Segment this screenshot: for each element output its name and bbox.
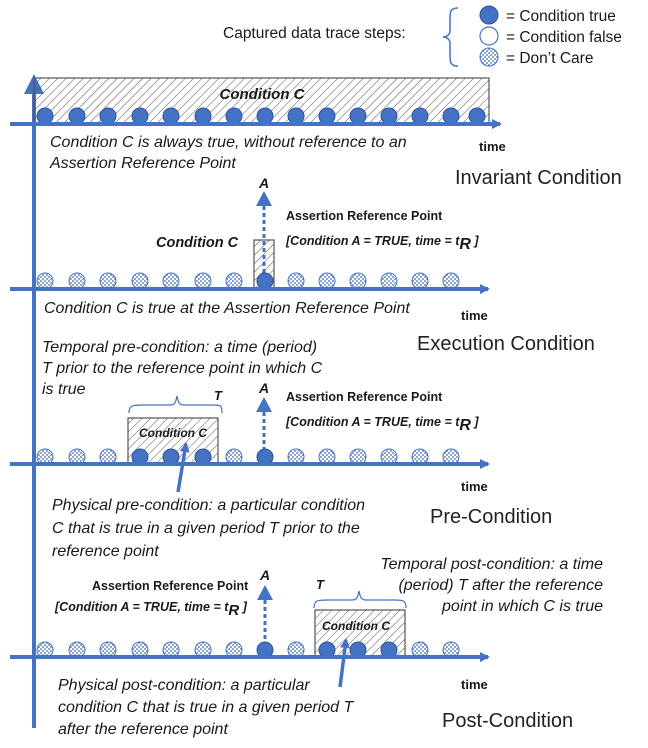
invariant-description-line2: Assertion Reference Point [49,155,236,172]
post-signal-arrowhead [257,585,273,600]
legend-title: Captured data trace steps: [223,25,406,42]
pre-period-brace-icon [128,395,223,414]
legend-item-true: = Condition true [506,8,616,25]
execution-signal-label: A [258,175,269,191]
dont-care-dot [131,272,149,290]
pre-signal-arrowhead [256,397,272,412]
dont-care-dot [442,272,460,290]
condition-true-dot [256,107,274,125]
legend: Captured data trace steps: = Condition t… [223,5,622,67]
condition-true-dot [468,107,486,125]
pre-physical-line2: C that is true in a given period T prior… [52,520,360,537]
condition-true-dot [380,107,398,125]
condition-true-dot [349,107,367,125]
post-arp-detail: [Condition A = TRUE, time = tR ] [54,600,248,619]
post-temporal-line2: (period) T after the reference [398,577,603,594]
pre-section: Temporal pre-condition: a time (period) … [10,339,552,560]
invariant-time-label: time [479,139,506,154]
invariant-description-line1: Condition C is always true, without refe… [50,134,407,151]
post-box-label: Condition C [322,619,390,633]
condition-true-dot [256,272,274,290]
pre-pointer-arrow [176,442,190,493]
pre-arp-title: Assertion Reference Point [286,390,443,404]
condition-true-dot [411,107,429,125]
condition-true-dot [131,107,149,125]
dont-care-dot [287,272,305,290]
dont-care-dot [225,272,243,290]
legend-brace-icon [442,7,459,67]
pre-time-label: time [461,479,488,494]
condition-true-dot [194,107,212,125]
post-period-brace-icon [313,590,407,609]
pre-signal-label: A [258,380,269,396]
execution-time-label: time [461,308,488,323]
pre-temporal-line1: Temporal pre-condition: a time (period) [42,339,317,356]
pre-period-label: T [214,388,223,403]
execution-signal-arrowhead [256,191,272,206]
dont-care-dot [36,272,54,290]
dont-care-dot [194,272,212,290]
pre-heading: Pre-Condition [430,506,552,528]
dont-care-dot [162,272,180,290]
execution-trace-dots [36,272,460,290]
post-physical-line3: after the reference point [58,721,228,738]
post-temporal-line3: point in which C is true [441,598,603,615]
post-arp-title: Assertion Reference Point [92,579,249,593]
empty-circle-icon [479,26,499,46]
pre-physical-line3: reference point [52,543,159,560]
condition-true-dot [68,107,86,125]
post-pointer-arrow [338,638,350,688]
pre-temporal-line3: is true [42,381,86,398]
invariant-section: Condition C time Condition C is always t… [10,77,622,189]
filled-circle-icon [479,5,499,25]
pre-arp-detail: [Condition A = TRUE, time = tR ] [285,415,479,434]
condition-true-dot [162,107,180,125]
post-section: Temporal post-condition: a time (period)… [10,556,603,738]
condition-true-dot [287,107,305,125]
execution-arp-title: Assertion Reference Point [286,209,443,223]
post-time-label: time [461,677,488,692]
pre-box-label: Condition C [139,426,207,440]
dont-care-dot [99,272,117,290]
dont-care-dot [380,272,398,290]
condition-true-dot [99,107,117,125]
post-physical-line2: condition C that is true in a given peri… [58,699,355,716]
execution-box-label: Condition C [156,235,239,251]
condition-true-dot [36,107,54,125]
post-period-label: T [316,577,325,592]
execution-section: A Condition C Assertion Reference Point … [10,175,595,355]
post-temporal-line1: Temporal post-condition: a time [380,556,603,573]
legend-item-dont-care: = Don’t Care [506,50,593,67]
post-physical-line1: Physical post-condition: a particular [58,677,310,694]
execution-description: Condition C is true at the Assertion Ref… [44,300,410,317]
invariant-heading: Invariant Condition [455,167,622,189]
condition-true-dot [318,107,336,125]
execution-heading: Execution Condition [417,333,595,355]
condition-true-dot [225,107,243,125]
dotted-circle-icon [479,47,499,67]
invariant-box-label: Condition C [220,86,306,103]
post-heading: Post-Condition [442,710,573,732]
condition-true-dot [442,107,460,125]
pre-physical-line1: Physical pre-condition: a particular con… [52,497,365,514]
post-signal-label: A [259,567,270,583]
dont-care-dot [68,272,86,290]
invariant-trace-dots [36,107,486,125]
dont-care-dot [411,272,429,290]
pre-temporal-line2: T prior to the reference point in which … [42,360,323,377]
dont-care-dot [318,272,336,290]
dont-care-dot [349,272,367,290]
legend-item-false: = Condition false [506,29,622,46]
execution-arp-detail: [Condition A = TRUE, time = tR ] [285,234,479,253]
pre-trace-dots [36,448,460,466]
